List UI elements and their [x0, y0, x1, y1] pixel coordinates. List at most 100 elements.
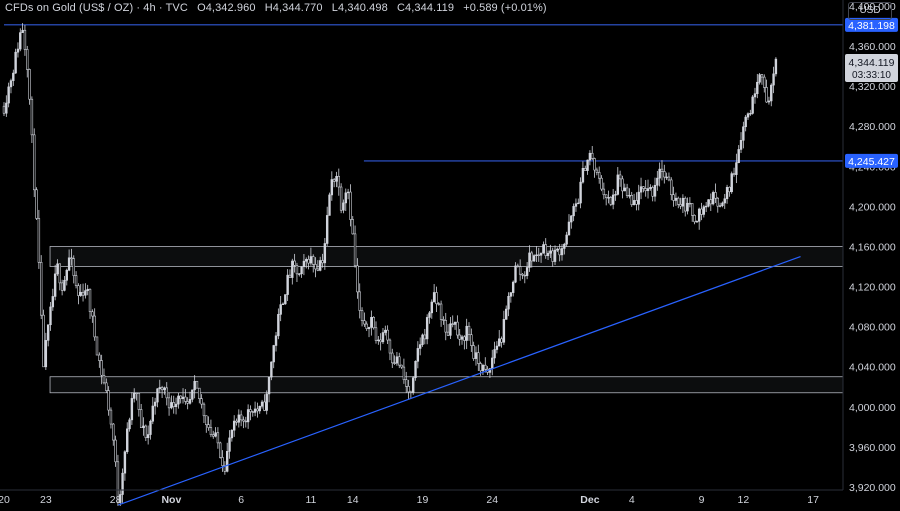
candle: [346, 188, 350, 200]
y-tick-label: 4,000.000: [849, 402, 896, 414]
candle: [604, 194, 608, 206]
candle: [472, 341, 475, 361]
candle: [314, 257, 317, 278]
candle: [153, 397, 157, 415]
candle: [253, 401, 257, 417]
candle: [91, 309, 94, 323]
candle: [681, 194, 685, 214]
candle: [435, 286, 438, 312]
candle: [502, 310, 506, 345]
candle: [37, 209, 41, 269]
x-tick-label: 9: [699, 494, 705, 506]
candle: [514, 262, 517, 284]
candle: [174, 397, 178, 415]
candle: [707, 199, 710, 208]
candle: [19, 28, 22, 52]
candle: [356, 258, 359, 299]
candle: [460, 334, 464, 345]
bar-countdown-text: 03:33:10: [852, 70, 891, 81]
candle: [172, 395, 175, 414]
candle: [414, 360, 417, 381]
candle: [305, 257, 308, 269]
currency-button[interactable]: USD: [848, 2, 892, 20]
candle: [158, 379, 161, 394]
candle: [191, 389, 194, 403]
y-tick-label: 4,280.000: [849, 121, 896, 133]
candle: [207, 416, 210, 431]
levels-layer: [4, 24, 843, 162]
candle: [7, 82, 10, 108]
candle: [767, 96, 771, 105]
candle: [714, 183, 717, 204]
level-price-tag-1: [845, 17, 898, 32]
candle: [74, 271, 78, 289]
candle: [221, 450, 224, 472]
candle: [614, 190, 617, 201]
candle: [109, 407, 113, 429]
candle: [672, 186, 675, 207]
price-axis[interactable]: 4,400.000 4,360.000 4,320.000 4,280.000 4,24…: [849, 1, 896, 494]
candle: [256, 402, 259, 418]
candle: [14, 48, 17, 74]
candle: [335, 171, 338, 188]
candle: [511, 280, 515, 297]
candle: [95, 336, 99, 356]
candle: [137, 393, 141, 417]
candle: [270, 361, 273, 381]
candle: [237, 409, 241, 428]
candle: [293, 253, 296, 273]
symbol-title[interactable]: CFDs on Gold (US$ / OZ) · 4h · TVC: [5, 2, 188, 14]
candle: [432, 284, 436, 303]
candle: [2, 102, 6, 117]
candle: [551, 247, 554, 267]
candle: [588, 150, 592, 166]
close-label: C: [396, 2, 406, 14]
high-label: H: [264, 2, 273, 14]
candle: [611, 188, 615, 210]
candle: [21, 23, 24, 33]
candle: [56, 259, 59, 276]
candle: [114, 435, 117, 467]
candle: [751, 95, 754, 115]
candle: [651, 185, 654, 202]
candle: [730, 171, 733, 194]
candle: [621, 175, 624, 199]
candle: [625, 183, 629, 199]
candle: [105, 378, 108, 393]
x-tick-label: 20: [0, 494, 10, 506]
candle: [416, 341, 420, 369]
candle: [753, 87, 757, 104]
candle: [449, 317, 452, 340]
candle: [530, 250, 533, 268]
candle: [437, 301, 440, 306]
candle: [474, 346, 478, 366]
candle: [690, 203, 694, 222]
candle: [549, 244, 552, 258]
candle: [130, 392, 134, 425]
x-tick-label: 14: [347, 494, 359, 506]
candle: [295, 262, 299, 283]
candle: [35, 187, 38, 220]
candle: [170, 395, 173, 410]
chart-legend-header: CFDs on Gold (US$ / OZ) · 4h · TVC O4,34…: [5, 2, 553, 14]
candle: [430, 299, 433, 319]
candle: [639, 177, 643, 200]
support-zone-2: [49, 376, 844, 394]
candle: [119, 489, 122, 507]
time-axis[interactable]: 20 23 28 Nov 6 11 14 19 24 Dec 4 9 12 17: [0, 494, 819, 506]
candle: [232, 415, 236, 437]
candle: [577, 198, 580, 205]
candle: [425, 314, 429, 345]
candle: [677, 196, 680, 209]
candle: [660, 160, 664, 181]
candle: [528, 245, 531, 272]
candle: [749, 109, 752, 116]
candle: [349, 184, 352, 227]
candle: [567, 214, 571, 236]
candle: [658, 162, 661, 187]
candle: [9, 78, 13, 94]
candle: [400, 364, 403, 369]
candle: [60, 279, 64, 296]
x-tick-label: 17: [807, 494, 819, 506]
